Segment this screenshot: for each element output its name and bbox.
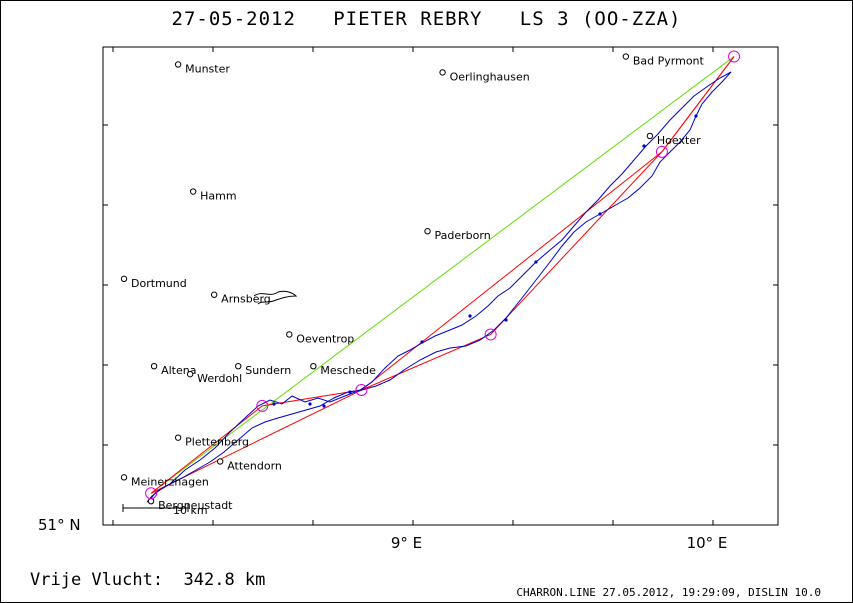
free-flight-distance: Vrije Vlucht: 342.8 km [30,570,266,590]
track-outbound [149,71,732,501]
city-label: Bergneustadt [158,499,233,512]
city-markers: Munster Oerlinghausen Bad Pyrmont Hamm Hoext… [120,53,705,512]
track-fix-dot [468,314,472,318]
city-marker-icon [622,53,630,60]
city-marker-icon [189,188,197,195]
city-marker-icon [424,228,431,235]
turnpoint-circle [484,328,497,341]
track-fix-dot [308,402,312,406]
track-fix-dot [348,390,352,394]
scale-bar: 10 km [122,504,208,517]
source-info: CHARRON.LINE 27.05.2012, 19:29:09, DISLI… [516,586,821,599]
axis-ticks [103,47,778,525]
track-fix-dot [694,114,698,118]
flight-title: 27-05-2012 PIETER REBRY LS 3 (OO-ZZA) [171,8,682,30]
track-fix-dot [534,260,538,264]
city-marker-icon [235,363,242,370]
turnpoint-circle [355,384,368,397]
city-label: Oeventrop [296,332,354,345]
track-fix-dot [322,404,326,408]
longitude-axis-label-9e: 9° E [391,534,422,552]
city-label: Hamm [200,190,236,203]
turnpoint-circle [728,50,741,63]
latitude-axis-label: 51° N [38,516,81,534]
city-marker-icon [310,363,317,370]
turnpoint-circle [655,145,668,158]
city-label: Munster [185,62,230,75]
city-label: Oerlinghausen [450,70,530,83]
city-label: Hoexter [657,134,701,147]
city-marker-icon [147,497,155,505]
city-marker-icon [120,474,128,481]
city-label: Plettenberg [185,436,249,449]
free-flight-line [150,56,735,494]
task-lines [150,56,735,494]
track-fix-dot [504,318,508,322]
city-label: Paderborn [435,229,491,242]
city-label: Attendorn [227,459,282,472]
free-flight-line-segment [150,56,735,494]
turnpoint-circle [256,399,269,412]
longitude-axis-label-10e: 10° E [687,534,728,552]
scale-bar-label: 10 km [173,504,208,517]
city-marker-icon [174,434,182,441]
city-marker-icon [120,275,128,283]
plot-border [102,46,779,526]
city-label: Werdohl [197,372,242,385]
lake-outline-path [253,290,298,305]
track-fix-dot [420,340,424,344]
track-fix-dot [642,144,646,148]
city-marker-icon [210,291,218,298]
track-fix-dot [598,212,602,216]
turnpoint-markers [145,50,741,500]
city-marker-icon [439,69,446,76]
task-line-return [150,56,735,494]
turnpoint-circle [145,487,158,500]
city-marker-icon [174,61,182,68]
track-return [146,71,732,503]
city-label: Dortmund [131,277,187,290]
city-marker-icon [186,370,194,378]
city-label: Arnsberg [221,293,271,306]
city-label: Sundern [245,364,291,377]
lake-outline [253,290,298,305]
city-label: Bad Pyrmont [633,55,705,68]
city-label: Meinerzhagen [131,475,209,488]
track-fix-dot [272,402,276,406]
city-marker-icon [646,132,654,140]
city-marker-icon [150,363,158,370]
flight-track [146,71,732,503]
city-marker-icon [216,458,224,465]
city-marker-icon [286,331,293,338]
city-label: Meschede [320,364,376,377]
